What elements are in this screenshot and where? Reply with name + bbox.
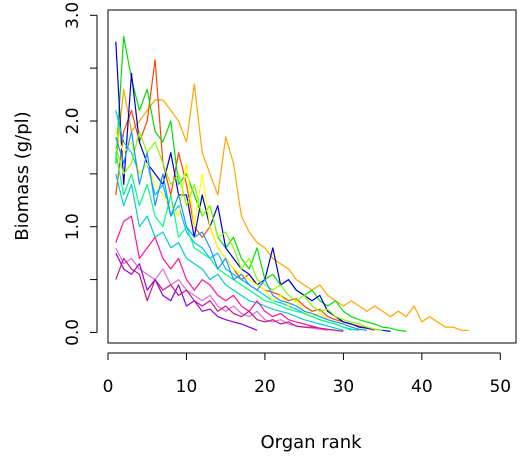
x-axis-label: Organ rank — [260, 432, 362, 453]
series-line-8 — [115, 173, 344, 331]
y-axis: 0.0 1.0 2.0 3.0 — [63, 2, 98, 346]
series-line-4 — [115, 41, 391, 332]
series-line-12 — [115, 252, 258, 331]
x-tick-label: 30 — [333, 377, 355, 397]
y-axis-label: Biomass (g/pl) — [12, 111, 33, 240]
x-axis: 0 10 20 30 40 50 — [103, 352, 511, 397]
series-line-14 — [115, 131, 367, 331]
x-tick-label: 40 — [411, 377, 433, 397]
plot-frame — [107, 9, 517, 344]
y-tick-label: 0.0 — [63, 319, 83, 346]
series-lines — [115, 35, 469, 332]
series-line-13 — [115, 131, 383, 331]
x-tick-label: 50 — [489, 377, 511, 397]
series-line-6 — [115, 131, 360, 330]
series-line-3 — [115, 35, 407, 332]
series-line-1 — [115, 83, 469, 331]
x-tick-label: 20 — [254, 377, 276, 397]
x-tick-label: 0 — [103, 377, 114, 397]
series-line-5 — [115, 110, 360, 331]
series-line-11 — [115, 257, 344, 332]
y-tick-label: 3.0 — [63, 2, 83, 29]
y-tick-label: 2.0 — [63, 107, 83, 134]
series-line-9 — [115, 215, 336, 331]
y-tick-label: 1.0 — [63, 213, 83, 240]
x-tick-label: 10 — [176, 377, 198, 397]
